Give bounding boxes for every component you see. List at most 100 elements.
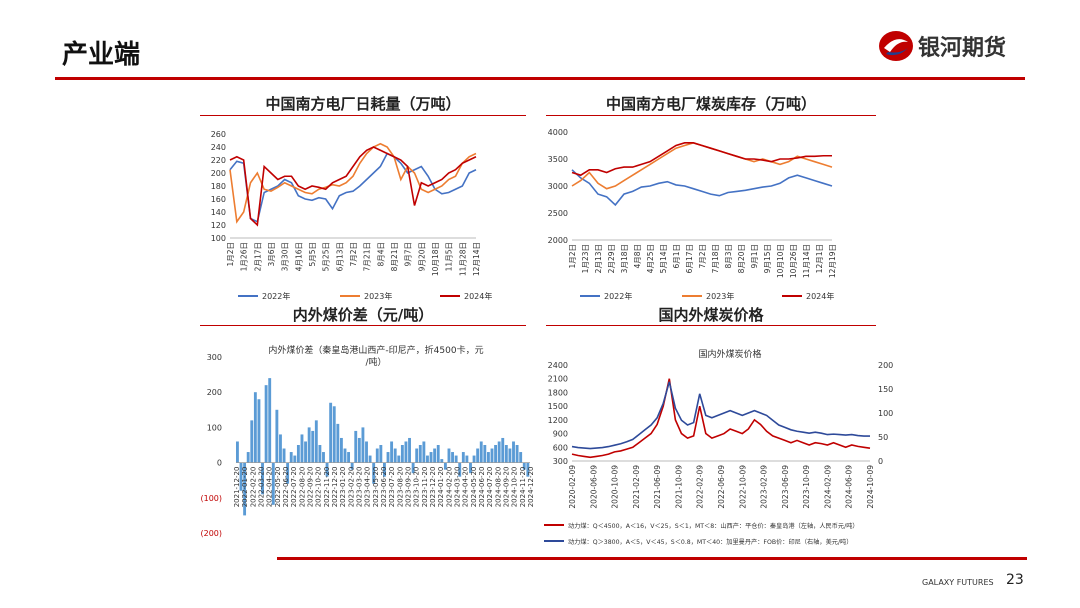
spread-bar [243,462,247,516]
spread-bar [469,462,472,474]
spread-bar [293,455,297,463]
spread-bar [253,392,257,463]
spread-bar [486,452,490,463]
x-tick-label: 1月2日 [226,242,235,267]
x-tick-label: 9月15日 [763,244,772,273]
spread-bar [408,437,411,463]
consumption-title-rule [200,115,526,116]
spread-bar [426,455,429,463]
spread-bar [261,462,264,495]
y-left-tick-label: 1800 [548,388,568,397]
spread-bar [447,448,451,463]
spread-bar [476,448,480,463]
page-number: 23 [1006,572,1024,588]
x-tick-label: 7月18日 [711,244,720,273]
spread-bar [465,455,469,463]
x-tick-label: 2023-09-20 [405,467,413,508]
x-tick-label: 2022-02-20 [249,467,257,508]
x-tick-label: 2023-02-09 [760,465,769,509]
spread-bar [257,399,261,463]
x-tick-label: 2024-06-20 [478,467,486,508]
spread-bar [504,445,508,463]
x-tick-label: 11月14日 [802,244,811,278]
brand-logo-icon [879,31,913,61]
y-tick-label: 2000 [548,236,568,245]
x-tick-label: 2021-10-09 [674,465,683,509]
x-tick-label: 2024-06-09 [845,465,854,509]
x-tick-label: 2023-06-09 [781,465,790,509]
y-left-tick-label: 1200 [548,416,568,425]
x-tick-label: 6月17日 [685,244,694,273]
y-tick-label: 3500 [548,155,568,164]
y-tick-label: 200 [207,388,222,397]
x-tick-label: 2023-11-20 [421,467,429,508]
y-tick-label: (200) [200,529,222,538]
x-tick-label: 2月29日 [607,244,616,273]
spread-bar [354,430,358,463]
x-tick-label: 2月17日 [253,242,262,271]
spread-inner-title: 内外煤价差（秦皇岛港山西产-印尼产，折4500卡，元 [268,344,483,356]
legend-label: 2024年 [806,291,834,301]
spread-bar [433,448,437,463]
spread-bar [483,445,487,463]
x-tick-label: 2023-07-20 [388,467,396,508]
spread-bar [519,452,523,463]
spread-bar [479,441,483,463]
x-tick-label: 12月14日 [472,242,481,276]
x-tick-label: 2022-09-20 [307,467,315,508]
y-left-tick-label: 2400 [548,361,568,370]
spread-bar [393,448,397,463]
x-tick-label: 2020-06-09 [589,465,598,509]
x-tick-label: 2023-04-20 [364,467,372,508]
y-right-tick-label: 0 [878,457,883,466]
spread-bar [339,437,343,463]
spread-bar [415,448,419,463]
legend-label: 动力煤：Q＞3800，A＜5，V＜45，S＜0.8，MT＜40：加里曼丹产：FO… [568,538,852,546]
series-line [571,169,833,207]
x-tick-label: 2024-03-20 [454,467,462,508]
series-line [571,378,871,459]
x-tick-label: 2023-06-20 [380,467,388,508]
spread-bar [383,462,386,477]
series-line [571,381,870,450]
inventory-title: 中国南方电厂煤炭库存（万吨） [605,95,816,113]
y-right-tick-label: 50 [878,433,888,442]
x-tick-label: 2022-03-20 [258,467,266,508]
x-tick-label: 2022-02-09 [696,465,705,509]
x-tick-label: 4月8日 [633,244,642,269]
spread-bar [282,448,286,463]
y-tick-label: 160 [211,195,226,204]
spread-bar [515,445,519,463]
spread-bar [296,445,300,463]
spread-bar [236,441,239,463]
spread-bar [275,409,279,463]
x-tick-label: 8月20日 [737,244,746,273]
spread-bar [279,434,282,463]
spread-bar [501,437,505,463]
spread-bar [314,420,318,463]
x-tick-label: 2022-06-09 [717,465,726,509]
x-tick-label: 2022-04-20 [266,467,274,508]
y-tick-label: 180 [211,182,226,191]
x-tick-label: 10月10日 [776,244,785,278]
spread-bar [343,448,347,463]
x-tick-label: 2023-12-20 [429,467,437,508]
y-tick-label: 220 [211,156,226,165]
spread-bar [422,441,426,463]
x-tick-label: 9月1日 [750,244,759,269]
y-left-tick-label: 1500 [548,402,568,411]
spread-bar [246,452,250,463]
x-tick-label: 2022-07-20 [290,467,298,508]
spread-bar [508,448,512,463]
y-tick-label: 260 [211,130,226,139]
x-tick-label: 3月18日 [620,244,629,273]
x-tick-label: 2023-05-20 [372,467,380,508]
x-tick-label: 2022-12-20 [331,467,339,508]
y-tick-label: 3000 [548,182,568,191]
spread-bar [322,452,325,463]
x-tick-label: 8月21日 [390,242,399,271]
spread-bar [350,462,354,470]
x-tick-label: 9月20日 [417,242,426,271]
legend-label: 2023年 [706,291,734,301]
x-tick-label: 2021-12-20 [233,467,241,508]
